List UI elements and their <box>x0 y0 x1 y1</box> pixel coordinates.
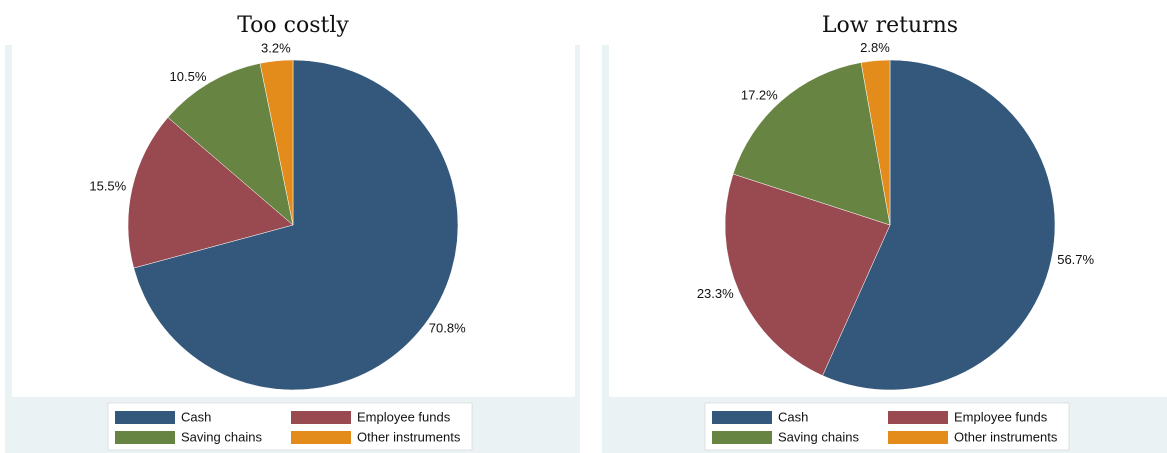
legend-swatch <box>291 411 351 424</box>
legend-swatch <box>291 431 351 444</box>
slice-label: 2.8% <box>860 40 890 55</box>
legend-label: Other instruments <box>357 429 461 444</box>
pie-slice <box>724 173 891 376</box>
legend-label: Saving chains <box>778 429 859 444</box>
pie-chart: Low returns 56.7% 23.3% 17.2% 2.8% Cash Employ… <box>602 13 1167 453</box>
slice-label: 23.3% <box>697 286 734 301</box>
chart-title: Low returns <box>822 13 958 38</box>
slice-label: 70.8% <box>429 320 466 335</box>
legend-label: Employee funds <box>954 409 1048 424</box>
legend-swatch <box>712 411 772 424</box>
pie-slice <box>133 59 459 391</box>
slice-label: 10.5% <box>170 69 207 84</box>
legend-swatch <box>115 411 175 424</box>
legend-label: Saving chains <box>181 429 262 444</box>
slice-label: 3.2% <box>261 40 291 55</box>
chart-title: Too costly <box>237 13 349 38</box>
legend-label: Cash <box>778 409 808 424</box>
legend-swatch <box>888 411 948 424</box>
legend-swatch <box>888 431 948 444</box>
pie-slice <box>732 62 891 226</box>
legend-label: Other instruments <box>954 429 1058 444</box>
pie-slice <box>822 59 1056 391</box>
legend-swatch <box>115 431 175 444</box>
legend-label: Cash <box>181 409 211 424</box>
pie-slice <box>259 59 294 226</box>
pie-slice <box>860 59 891 226</box>
legend-swatch <box>712 431 772 444</box>
pie-slice <box>127 117 294 269</box>
legend-label: Employee funds <box>357 409 451 424</box>
pie-slice <box>167 63 294 226</box>
slice-label: 15.5% <box>89 179 126 194</box>
slice-label: 56.7% <box>1057 252 1094 267</box>
slice-label: 17.2% <box>741 87 778 102</box>
pie-chart: Too costly 70.8% 15.5% 10.5% 3.2% Cash Employe… <box>5 13 580 453</box>
